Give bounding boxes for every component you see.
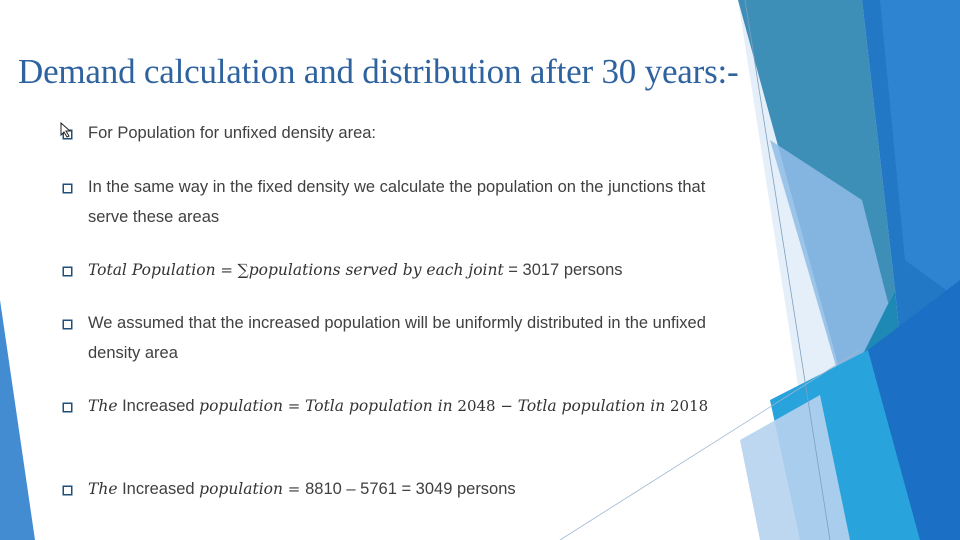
left-edge-blue-shape	[0, 300, 35, 540]
bullet-5-equation: The Increased population = Totla populat…	[62, 391, 722, 421]
equation-term: The	[88, 397, 118, 415]
bullet-4-text: We assumed that the increased population…	[88, 314, 706, 362]
mouse-pointer-icon	[60, 122, 72, 138]
right-band-bright	[880, 0, 960, 300]
square-checkbox-icon	[62, 402, 73, 413]
bullet-3-equation: Total Population = ∑populations served b…	[62, 255, 722, 285]
square-checkbox-icon	[62, 183, 73, 194]
square-checkbox-icon	[62, 266, 73, 277]
equation-term: population	[199, 397, 283, 415]
square-checkbox-icon	[62, 485, 73, 496]
equation-year: 2018	[665, 397, 709, 415]
equation-term: Total Population	[88, 261, 216, 279]
right-band-medium	[770, 140, 895, 380]
equation-result: 8810 – 5761 = 3049 persons	[305, 480, 516, 498]
bullet-6-equation: The Increased population = 8810 – 5761 =…	[62, 474, 722, 504]
equation-term: ∑populations served by each joint	[237, 261, 504, 279]
equation-symbol: 2048 −	[452, 397, 518, 415]
equation-term: population	[199, 480, 283, 498]
bullet-4: We assumed that the increased population…	[62, 308, 722, 368]
equation-term: Totla population in	[305, 397, 453, 415]
thin-diagonal-line	[744, 0, 831, 540]
bullet-5: The Increased population = Totla populat…	[62, 391, 722, 421]
bullet-1-text: For Population for unfixed density area:	[88, 124, 377, 142]
thin-diagonal-line-2	[559, 349, 861, 540]
equation-word: Increased	[117, 397, 200, 415]
equation-result: = 3017 persons	[503, 261, 623, 279]
bullet-6: The Increased population = 8810 – 5761 =…	[62, 474, 722, 504]
equation-term: The	[88, 480, 118, 498]
square-checkbox-icon	[62, 319, 73, 330]
equation-symbol: =	[283, 480, 306, 498]
equation-word: Increased	[117, 480, 200, 498]
bullet-1: For Population for unfixed density area:	[60, 118, 722, 148]
slide-title: Demand calculation and distribution afte…	[18, 52, 739, 91]
right-bottom-navy	[868, 280, 960, 540]
right-bottom-pale	[740, 395, 850, 540]
bullet-2-text: In the same way in the fixed density we …	[88, 178, 706, 226]
bullet-3: Total Population = ∑populations served b…	[62, 255, 722, 285]
equation-symbol: =	[283, 397, 306, 415]
equation-symbol: =	[215, 261, 238, 279]
bullet-2: In the same way in the fixed density we …	[62, 172, 722, 232]
equation-term: Totla population in	[517, 397, 666, 415]
